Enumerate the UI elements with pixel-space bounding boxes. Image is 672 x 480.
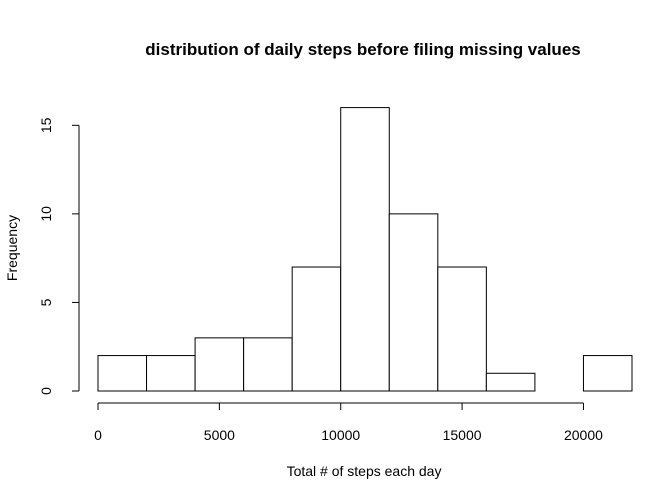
x-tick-label: 15000	[443, 427, 482, 443]
histogram-bar	[582, 355, 633, 392]
y-tick-label: 0	[38, 387, 54, 395]
x-axis: 0 5000 10000 15000 20000	[94, 402, 603, 443]
histogram-bar	[97, 355, 148, 392]
histogram-bar	[243, 337, 293, 392]
x-axis-label: Total # of steps each day	[287, 463, 442, 479]
x-tick-label: 10000	[321, 427, 360, 443]
x-tick-label: 0	[94, 427, 102, 443]
y-tick-label: 10	[38, 206, 54, 222]
x-tick-label: 20000	[564, 427, 603, 443]
histogram-bar	[194, 337, 245, 392]
histogram-bar	[485, 372, 536, 392]
y-axis-label: Frequency	[4, 215, 20, 281]
histogram-bar	[340, 107, 390, 392]
histogram-bar	[437, 266, 487, 392]
bars-group	[97, 107, 633, 392]
y-tick-label: 5	[38, 298, 54, 306]
histogram-bar	[146, 355, 196, 392]
y-tick-label: 15	[38, 117, 54, 133]
chart-title: distribution of daily steps before filin…	[145, 40, 580, 59]
histogram-bar	[388, 213, 439, 392]
y-axis: 0 5 10 15	[38, 117, 80, 395]
x-tick-label: 5000	[204, 427, 235, 443]
histogram-bar	[291, 266, 342, 392]
